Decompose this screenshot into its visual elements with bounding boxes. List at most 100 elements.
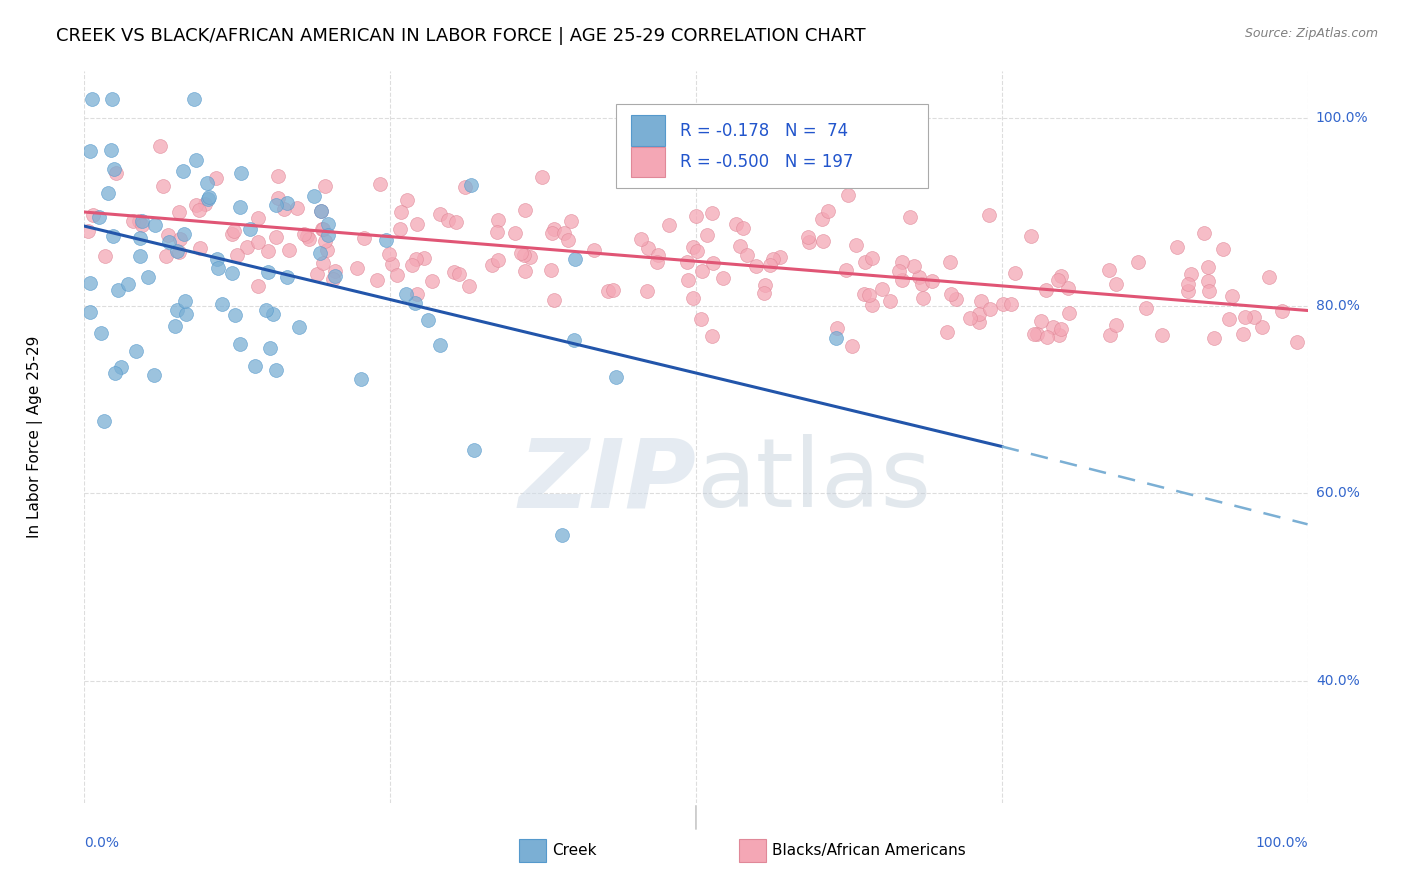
Point xyxy=(967,315,990,329)
Point xyxy=(107,283,129,297)
Point xyxy=(152,178,174,193)
Point xyxy=(835,263,858,277)
Point xyxy=(302,189,325,203)
Point xyxy=(1042,320,1064,334)
Point xyxy=(221,227,243,242)
Point xyxy=(799,235,821,249)
Point xyxy=(754,286,776,301)
Point xyxy=(236,240,259,254)
Point xyxy=(1251,320,1274,334)
Point xyxy=(513,264,536,278)
Point xyxy=(205,170,228,185)
Point xyxy=(711,271,734,285)
Point xyxy=(110,359,132,374)
Point xyxy=(395,287,418,301)
Point xyxy=(700,328,723,343)
Point xyxy=(239,222,262,236)
Point xyxy=(129,230,152,244)
Point xyxy=(314,234,336,248)
Point xyxy=(264,230,287,244)
Point xyxy=(1166,240,1188,254)
Point xyxy=(1036,330,1059,344)
Point xyxy=(443,265,465,279)
Point xyxy=(911,277,934,291)
Point xyxy=(945,292,967,306)
Point xyxy=(401,258,423,272)
Point xyxy=(702,205,724,219)
Point xyxy=(564,252,586,267)
Point xyxy=(845,238,868,252)
Point xyxy=(129,249,152,263)
Point xyxy=(557,233,579,247)
Point xyxy=(1026,327,1049,342)
Point xyxy=(311,222,333,236)
Point xyxy=(267,169,290,183)
Point xyxy=(891,254,914,268)
Point xyxy=(100,143,122,157)
Text: 100.0%: 100.0% xyxy=(1316,112,1368,125)
Point xyxy=(690,264,713,278)
Point xyxy=(824,331,846,345)
Point xyxy=(257,244,280,259)
Point xyxy=(860,298,883,312)
Point xyxy=(678,273,700,287)
Point xyxy=(166,302,188,317)
FancyBboxPatch shape xyxy=(738,838,766,862)
Point xyxy=(131,218,153,232)
Point xyxy=(404,296,426,310)
Point xyxy=(858,288,880,302)
Point xyxy=(243,359,266,373)
Point xyxy=(724,217,747,231)
Point xyxy=(630,232,652,246)
Point xyxy=(316,228,339,243)
Point xyxy=(1192,226,1215,240)
Point xyxy=(1128,254,1150,268)
Point xyxy=(1049,268,1071,283)
Point xyxy=(273,202,295,217)
Point xyxy=(316,217,339,231)
FancyBboxPatch shape xyxy=(631,115,665,146)
Point xyxy=(307,268,329,282)
Point xyxy=(676,255,699,269)
Point xyxy=(689,312,711,326)
Text: R = -0.178   N =  74: R = -0.178 N = 74 xyxy=(681,121,848,140)
Point xyxy=(658,218,681,232)
Point xyxy=(486,225,509,239)
Point xyxy=(188,203,211,218)
Point xyxy=(314,179,336,194)
Point xyxy=(728,239,751,253)
FancyBboxPatch shape xyxy=(616,104,928,188)
Point xyxy=(1105,277,1128,292)
Point xyxy=(222,225,245,239)
Point xyxy=(505,227,527,241)
Point xyxy=(297,229,319,244)
Text: 0.0%: 0.0% xyxy=(84,836,120,850)
Point xyxy=(977,208,1000,222)
FancyBboxPatch shape xyxy=(519,838,546,862)
Point xyxy=(551,528,574,542)
Point xyxy=(312,256,335,270)
Point xyxy=(513,248,536,262)
Point xyxy=(82,93,104,107)
Point xyxy=(1047,328,1070,343)
Point xyxy=(967,307,990,321)
Point xyxy=(405,217,427,231)
Point xyxy=(540,263,562,277)
Point xyxy=(323,264,346,278)
Point xyxy=(543,222,565,236)
Point xyxy=(1257,270,1279,285)
Point xyxy=(1098,262,1121,277)
Point xyxy=(682,291,704,305)
Point xyxy=(207,260,229,275)
Text: 80.0%: 80.0% xyxy=(1316,299,1360,313)
Point xyxy=(811,212,834,227)
Point xyxy=(879,293,901,308)
Point xyxy=(486,252,509,267)
Point xyxy=(163,319,186,334)
Point xyxy=(375,233,398,247)
Point xyxy=(1056,280,1078,294)
Point xyxy=(797,229,820,244)
Point xyxy=(207,252,229,266)
Point xyxy=(416,312,439,326)
Point xyxy=(1218,312,1240,326)
